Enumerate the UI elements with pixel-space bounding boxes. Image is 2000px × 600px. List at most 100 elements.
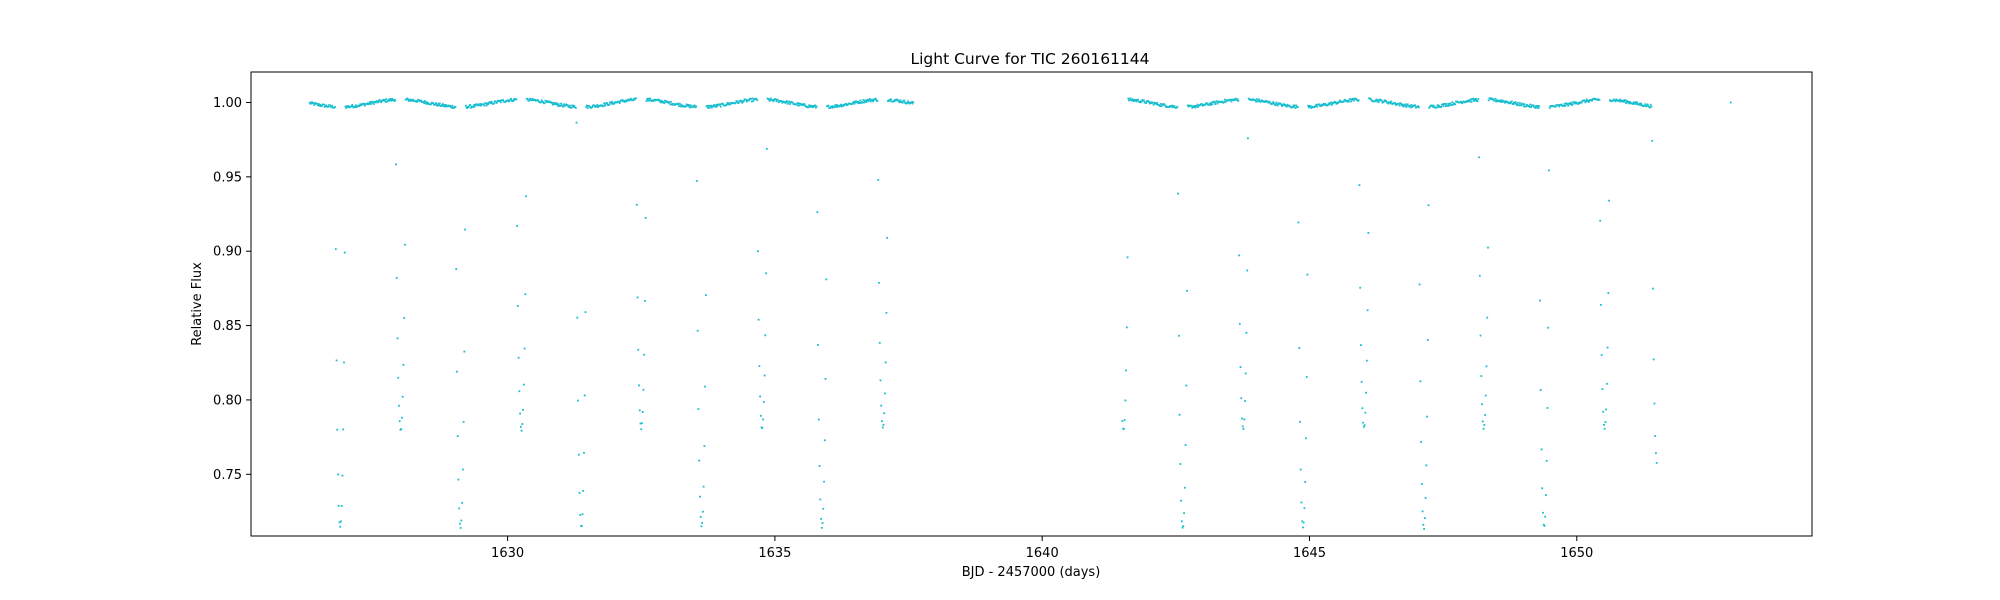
data-point — [1470, 100, 1473, 103]
data-point — [1386, 101, 1389, 104]
data-point — [1499, 99, 1502, 102]
data-point — [450, 106, 453, 109]
data-point — [882, 423, 885, 426]
data-point — [1445, 102, 1448, 105]
data-point — [350, 105, 353, 108]
data-point — [581, 513, 584, 516]
data-point — [1349, 98, 1352, 100]
data-point — [318, 104, 321, 107]
data-point — [897, 99, 900, 102]
data-point — [818, 465, 821, 467]
data-point — [409, 99, 412, 102]
data-point — [1178, 413, 1181, 416]
data-point — [372, 101, 374, 104]
data-point — [745, 100, 748, 103]
data-point — [340, 520, 342, 523]
data-point — [712, 105, 715, 108]
data-point — [690, 104, 692, 107]
data-point — [540, 99, 543, 102]
data-point — [880, 404, 883, 407]
data-point — [551, 101, 553, 104]
data-point — [1452, 103, 1454, 106]
data-point — [1602, 410, 1605, 413]
data-point — [1192, 106, 1195, 108]
data-point — [1599, 219, 1602, 222]
data-point — [1197, 105, 1200, 108]
data-point — [1578, 102, 1581, 105]
data-point — [629, 97, 632, 100]
data-point — [1338, 100, 1341, 103]
data-point — [1223, 101, 1226, 103]
data-point — [1331, 103, 1333, 106]
data-point — [436, 104, 439, 107]
data-point — [1603, 427, 1606, 430]
data-point — [728, 102, 730, 105]
data-point — [354, 106, 357, 108]
data-point — [649, 97, 652, 100]
data-point — [763, 374, 766, 377]
data-point — [444, 104, 447, 106]
data-point — [441, 104, 443, 106]
data-point — [1240, 397, 1243, 400]
data-point — [1587, 99, 1590, 102]
data-point — [1370, 98, 1373, 101]
data-point — [648, 99, 651, 102]
data-point — [383, 99, 386, 102]
data-point — [1274, 104, 1277, 107]
data-point — [689, 106, 692, 109]
data-point — [1649, 103, 1652, 106]
data-point — [659, 99, 662, 102]
data-point — [879, 379, 882, 382]
data-point — [1546, 407, 1549, 409]
data-point — [455, 268, 458, 270]
data-point — [559, 105, 562, 107]
data-point — [560, 102, 562, 105]
data-point — [489, 101, 492, 103]
data-point — [621, 99, 624, 101]
data-point — [568, 106, 571, 108]
data-point — [741, 101, 744, 104]
data-point — [852, 101, 854, 104]
data-point — [1172, 106, 1174, 109]
data-point — [556, 103, 559, 106]
data-point — [699, 495, 701, 498]
data-point — [644, 216, 647, 219]
data-point — [1444, 105, 1447, 108]
data-point — [393, 100, 396, 103]
data-point — [583, 394, 586, 397]
data-point — [1307, 106, 1310, 109]
data-point — [424, 100, 426, 102]
data-point — [398, 420, 401, 423]
data-point — [372, 103, 375, 105]
data-point — [1194, 106, 1197, 109]
data-point — [352, 105, 354, 108]
x-axis-label: BJD - 2457000 (days) — [962, 565, 1101, 580]
data-point — [830, 105, 833, 108]
data-point — [1601, 388, 1604, 390]
data-point — [1484, 414, 1486, 416]
data-point — [575, 121, 578, 124]
data-point — [881, 426, 884, 429]
data-point — [432, 102, 435, 105]
data-point — [658, 99, 660, 102]
data-point — [802, 104, 805, 107]
data-point — [748, 99, 750, 102]
data-point — [1495, 99, 1498, 102]
data-point — [1475, 98, 1477, 100]
data-point — [668, 101, 671, 104]
data-point — [1395, 103, 1398, 106]
data-point — [1545, 494, 1547, 496]
data-point — [912, 101, 915, 103]
data-point — [391, 98, 394, 100]
data-point — [1121, 420, 1124, 422]
data-point — [611, 100, 614, 103]
data-point — [1360, 380, 1363, 383]
data-point — [1565, 102, 1567, 105]
data-point — [574, 106, 577, 109]
data-point — [858, 102, 861, 105]
data-point — [1655, 452, 1657, 455]
data-point — [1652, 358, 1655, 361]
data-point — [380, 101, 383, 104]
data-point — [785, 101, 788, 103]
data-point — [1478, 274, 1481, 277]
